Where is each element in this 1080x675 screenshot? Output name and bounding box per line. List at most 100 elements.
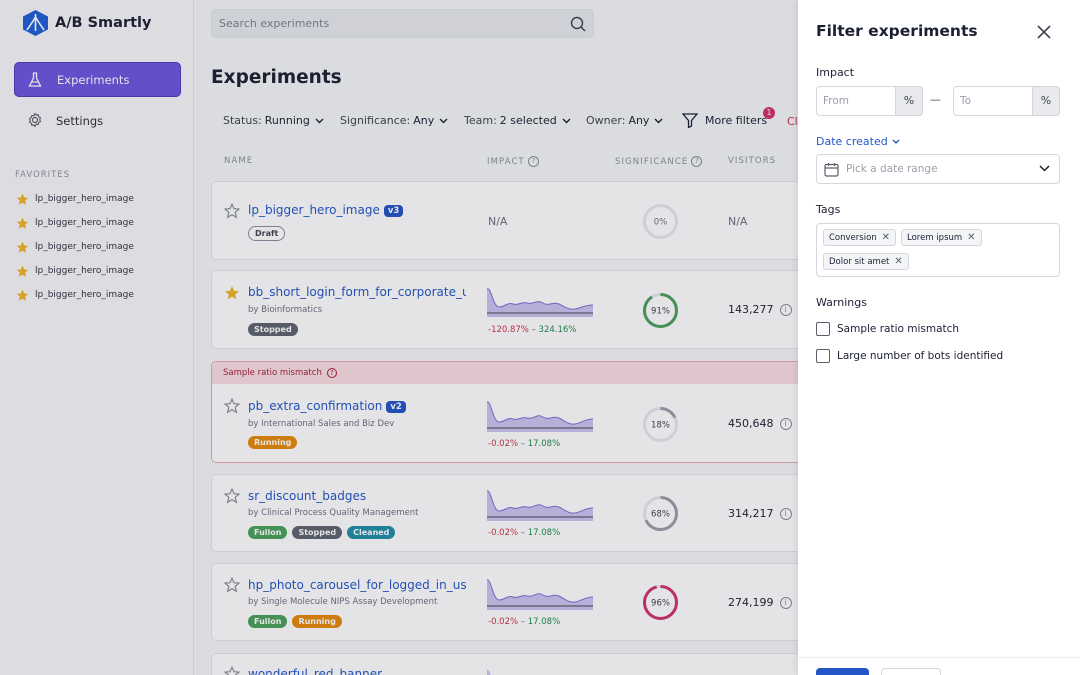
panel-footer: [798, 657, 1080, 675]
flask-icon: [28, 72, 42, 87]
range-separator: –: [518, 439, 528, 449]
impact-from-input[interactable]: From %: [816, 86, 923, 116]
experiment-name: hp_photo_carousel_for_logged_in_users: [248, 578, 466, 592]
experiment-name-link[interactable]: bb_short_login_form_for_corporate_users: [248, 285, 466, 299]
warning-checkbox-bots[interactable]: Large number of bots identified: [816, 349, 1003, 363]
favorite-item[interactable]: lp_bigger_hero_image: [16, 264, 134, 278]
column-header-impact[interactable]: IMPACT?: [487, 156, 539, 167]
search-input[interactable]: Search experiments: [211, 9, 594, 38]
logo-icon: [23, 10, 48, 36]
experiment-row[interactable]: lp_bigger_hero_image v3 Draft N/A 0% N/A: [211, 181, 811, 260]
warning-banner: Sample ratio mismatch?: [212, 362, 810, 384]
filter-count-badge: 1: [763, 107, 775, 119]
experiment-name-link[interactable]: wonderful_red_banner: [248, 667, 382, 675]
sidebar: A/B Smartly Experiments Settings FAVORIT…: [0, 0, 194, 675]
help-icon[interactable]: ?: [691, 156, 703, 167]
impact-to-input[interactable]: To %: [953, 86, 1060, 116]
remove-tag-icon[interactable]: ✕: [881, 232, 891, 243]
impact-sparkline: [487, 401, 593, 432]
experiment-row[interactable]: bb_short_login_form_for_corporate_users …: [211, 270, 811, 349]
star-icon: [16, 265, 29, 277]
significance-value: 96%: [651, 599, 670, 609]
close-icon[interactable]: [1036, 24, 1052, 40]
filter-key: Status:: [223, 114, 262, 127]
star-outline-icon[interactable]: [224, 398, 240, 414]
star-outline-icon[interactable]: [224, 488, 240, 504]
date-placeholder: Pick a date range: [846, 163, 938, 175]
experiment-row[interactable]: sr_discount_badges by Clinical Process Q…: [211, 474, 811, 552]
date-range-picker[interactable]: Pick a date range: [816, 154, 1060, 184]
significance-ring: 91%: [643, 293, 678, 328]
status-badge: Fullon: [248, 615, 288, 628]
experiment-name: lp_bigger_hero_image: [248, 203, 380, 217]
modal-overlay[interactable]: [0, 0, 798, 675]
gear-icon: [28, 112, 42, 128]
tags-input[interactable]: Conversion ✕ Lorem ipsum ✕ Dolor sit amet ✕: [816, 223, 1060, 277]
impact-range: -0.02% – 17.08%: [488, 617, 560, 627]
star-outline-icon[interactable]: [224, 203, 240, 219]
team-owner: by Clinical Process Quality Management: [248, 508, 419, 518]
checkbox[interactable]: [816, 322, 830, 336]
range-low: -0.02%: [488, 439, 519, 449]
remove-tag-icon[interactable]: ✕: [894, 256, 903, 267]
column-label: SIGNIFICANCE: [615, 156, 689, 167]
status-badge: Cleaned: [347, 526, 396, 539]
significance-filter[interactable]: Significance: Any: [340, 114, 448, 127]
team-filter[interactable]: Team: 2 selected: [464, 114, 571, 127]
favorite-item[interactable]: lp_bigger_hero_image: [16, 192, 134, 206]
experiment-row[interactable]: Sample ratio mismatch? pb_extra_confirma…: [211, 361, 811, 463]
favorite-label: lp_bigger_hero_image: [35, 194, 134, 204]
remove-tag-icon[interactable]: ✕: [967, 232, 976, 243]
significance-value: 18%: [651, 421, 670, 431]
more-filters-button[interactable]: More filters: [682, 113, 767, 128]
column-header-significance[interactable]: SIGNIFICANCE?: [615, 156, 703, 167]
search-icon[interactable]: [570, 16, 586, 32]
column-header-name[interactable]: NAME: [224, 156, 253, 166]
favorite-item[interactable]: lp_bigger_hero_image: [16, 216, 134, 230]
favorite-label: lp_bigger_hero_image: [35, 242, 134, 252]
tag-label: Lorem ipsum: [907, 232, 963, 243]
sidebar-item-settings[interactable]: Settings: [14, 103, 181, 138]
star-outline-icon[interactable]: [224, 666, 240, 675]
range-separator: –: [518, 617, 528, 627]
owner-filter[interactable]: Owner: Any: [586, 114, 663, 127]
column-label: NAME: [224, 156, 254, 166]
filter-key: Team:: [464, 114, 497, 127]
app-logo[interactable]: A/B Smartly: [22, 9, 151, 37]
info-icon[interactable]: i: [779, 303, 792, 316]
status-badge: Draft: [248, 226, 286, 241]
app-name: A/B Smartly: [55, 15, 152, 31]
sidebar-item-label: Experiments: [57, 72, 130, 87]
date-created-dropdown[interactable]: Date created: [816, 135, 900, 148]
info-icon[interactable]: i: [779, 596, 792, 609]
favorite-label: lp_bigger_hero_image: [35, 266, 134, 276]
apply-button[interactable]: [816, 668, 869, 675]
help-icon[interactable]: ?: [326, 368, 337, 378]
experiment-name-link[interactable]: pb_extra_confirmation v2: [248, 399, 406, 413]
sidebar-item-experiments[interactable]: Experiments: [14, 62, 181, 97]
info-icon[interactable]: i: [779, 417, 792, 430]
info-icon[interactable]: i: [779, 507, 792, 520]
experiment-name-link[interactable]: hp_photo_carousel_for_logged_in_users: [248, 578, 466, 592]
warning-checkbox-sample-ratio[interactable]: Sample ratio mismatch: [816, 322, 959, 336]
column-header-visitors[interactable]: VISITORS: [728, 156, 776, 166]
experiment-name-link[interactable]: lp_bigger_hero_image v3: [248, 203, 404, 217]
tag-chip: Conversion ✕: [823, 229, 897, 246]
help-icon[interactable]: ?: [527, 156, 539, 167]
impact-sparkline: [487, 490, 593, 521]
experiment-name-link[interactable]: sr_discount_badges: [248, 489, 366, 503]
checkbox[interactable]: [816, 349, 830, 363]
range-separator: –: [518, 528, 528, 538]
checkbox-label: Large number of bots identified: [837, 350, 1004, 362]
experiment-name: sr_discount_badges: [248, 489, 367, 503]
clear-button[interactable]: [881, 668, 941, 675]
star-filled-icon[interactable]: [224, 285, 240, 301]
experiment-row[interactable]: hp_photo_carousel_for_logged_in_users by…: [211, 563, 811, 641]
favorite-item[interactable]: lp_bigger_hero_image: [16, 288, 134, 302]
tag-chip: Dolor sit amet ✕: [823, 253, 909, 270]
status-filter[interactable]: Status: Running: [223, 114, 324, 127]
favorite-item[interactable]: lp_bigger_hero_image: [16, 240, 134, 254]
favorite-label: lp_bigger_hero_image: [35, 290, 134, 300]
clear-filters-link[interactable]: Cl: [787, 115, 798, 128]
star-outline-icon[interactable]: [224, 577, 240, 593]
